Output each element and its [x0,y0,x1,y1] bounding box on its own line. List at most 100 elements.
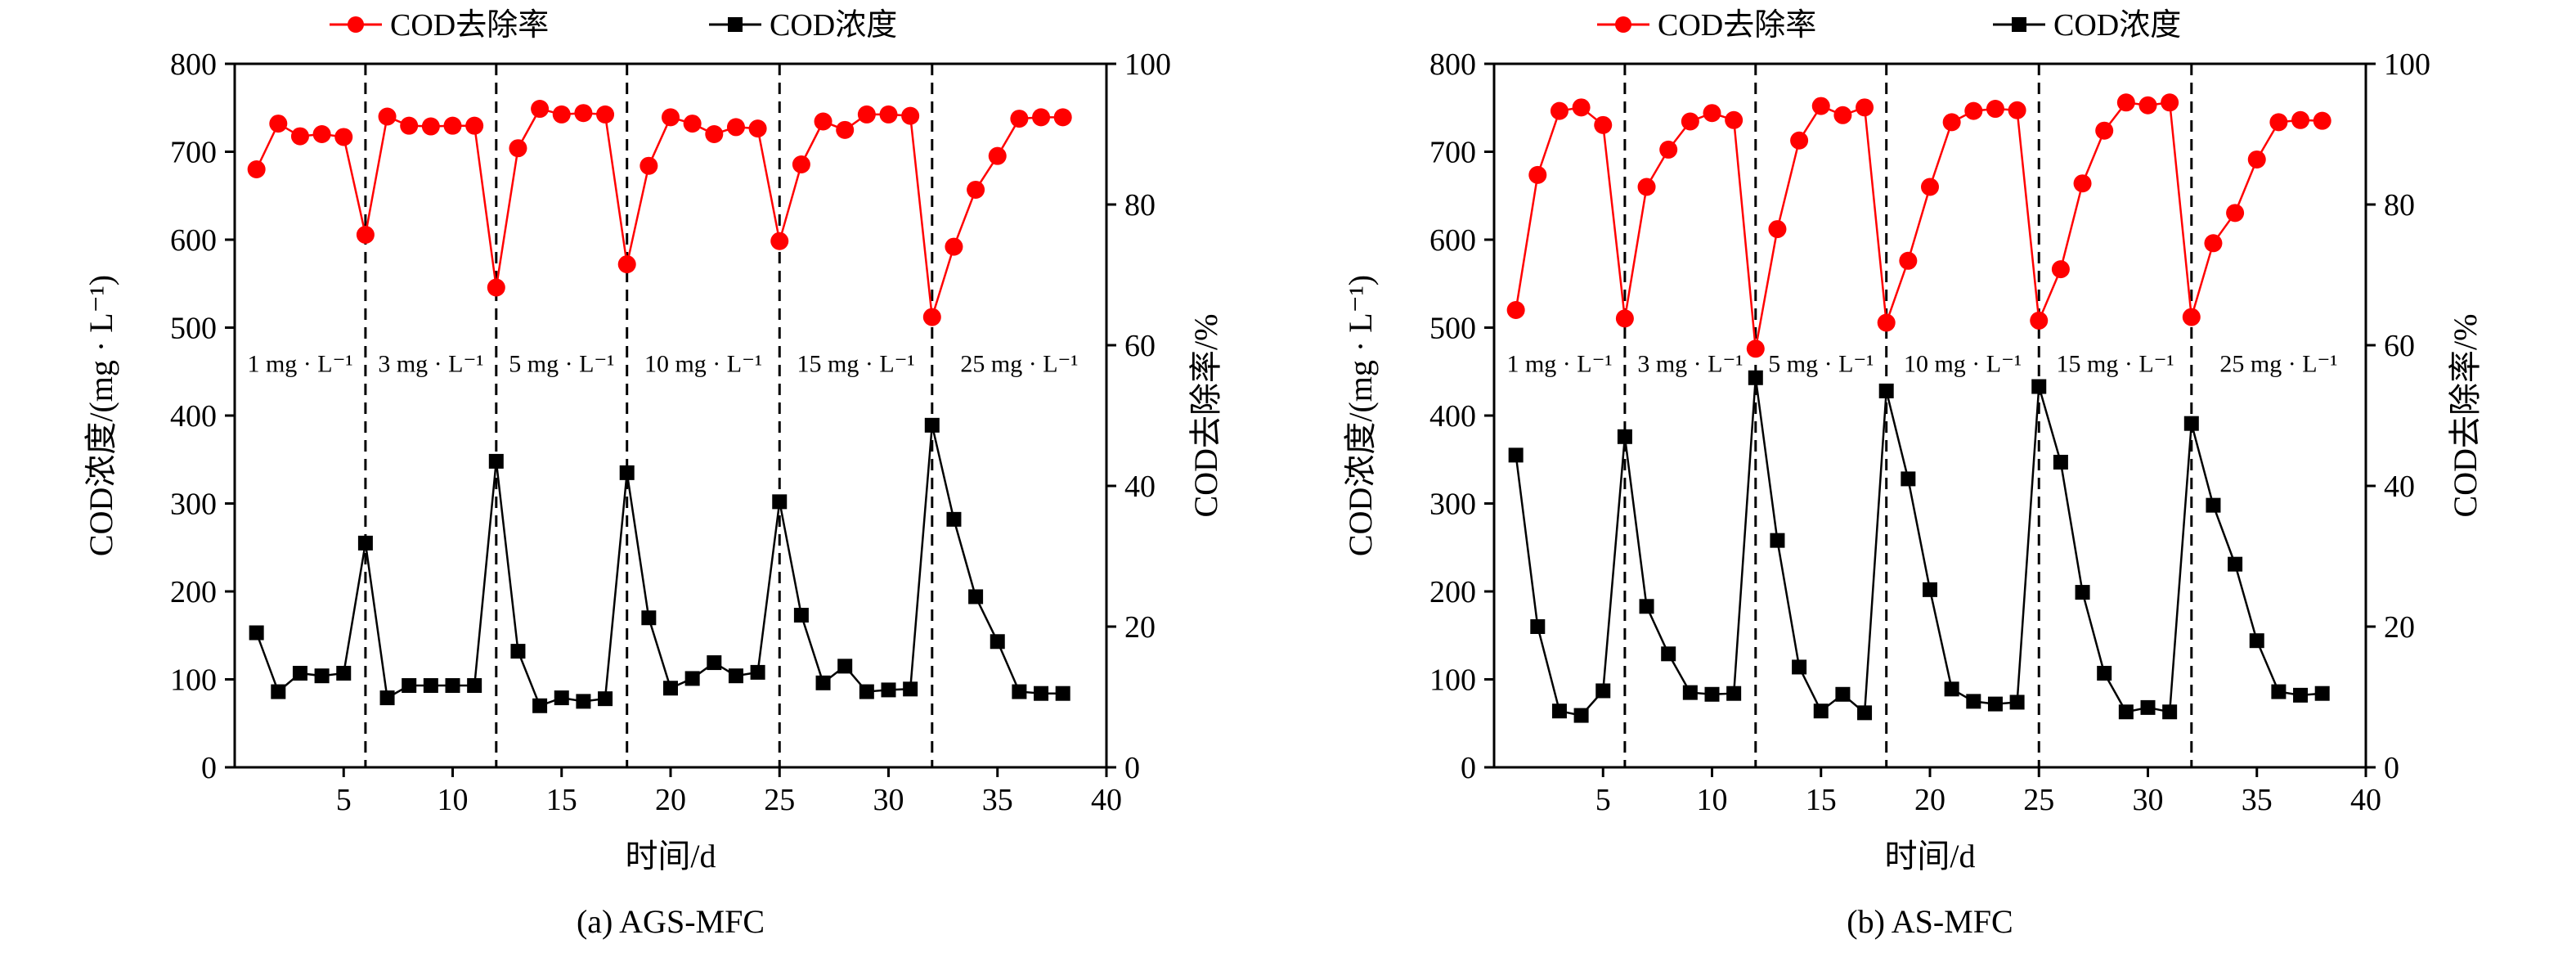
y-left-axis-title: COD浓度/(mg · L⁻¹) [83,275,119,556]
concentration-point [1726,686,1742,701]
removal-point [770,232,789,250]
removal-point [1032,108,1051,127]
concentration-point [1530,619,1546,634]
concentration-point [1966,694,1981,709]
concentration-series-line [255,425,1063,708]
removal-point [901,106,920,125]
y-left-tick-label: 800 [1429,47,1476,82]
removal-point [2226,204,2245,223]
phase-label: 15 mg · L⁻¹ [797,350,915,377]
removal-point [2051,260,2070,279]
concentration-point [1813,704,1829,719]
removal-point [465,116,484,135]
removal-point [748,119,767,138]
removal-point [1746,339,1765,358]
x-tick-label: 30 [2133,783,2164,817]
concentration-point [2249,633,2264,649]
removal-point [1615,309,1634,328]
concentration-point [402,678,417,694]
removal-point [1528,165,1547,184]
y-right-tick-label: 80 [2384,188,2415,223]
removal-point [1572,98,1591,117]
concentration-point [445,678,460,694]
x-axis-title: 时间/d [1884,838,1975,874]
concentration-point [946,511,962,527]
removal-point [1550,101,1568,120]
concentration-point [1901,471,1916,487]
concentration-point [1770,533,1785,548]
concentration-point [1551,704,1567,719]
concentration-point [1682,685,1698,700]
removal-point [922,308,941,326]
y-right-tick-label: 60 [1124,329,1156,363]
removal-point [2095,121,2114,140]
concentration-point [2118,704,2134,720]
chart-as-mfc: 1 mg · L⁻¹ 3 mg · L⁻¹ 5 mg · L⁻¹ 10 mg · L⁻… [1342,47,2484,940]
removal-point [1594,115,1613,134]
concentration-point [314,668,330,684]
concentration-point [467,678,482,694]
concentration-point [2183,416,2199,431]
concentration-point [2293,687,2309,703]
chart-caption: (a) AGS-MFC [577,903,765,940]
legend-b-removal-marker [1615,16,1631,33]
concentration-point [1835,686,1851,702]
concentration-point [1923,582,1937,597]
concentration-point [1573,708,1589,723]
x-tick-label: 15 [1806,783,1837,817]
concentration-point [357,535,373,551]
removal-series-line [255,107,1063,317]
concentration-point [1595,683,1611,699]
removal-point [792,155,810,173]
concentration-point [1055,686,1070,701]
phase-label: 5 mg · L⁻¹ [509,350,614,377]
concentration-point [1704,686,1720,702]
removal-point [421,117,440,136]
concentration-series-line [1515,377,2322,717]
concentration-point [619,465,635,480]
concentration-point [772,494,788,510]
removal-point [1506,301,1525,319]
y-right-tick-label: 100 [1124,47,1171,82]
x-tick-label: 15 [546,783,577,817]
concentration-point [815,675,831,690]
removal-point [967,180,985,199]
concentration-point [2009,695,2025,710]
y-left-tick-label: 300 [1429,488,1476,522]
y-left-tick-label: 500 [170,312,217,346]
concentration-point [837,659,853,674]
concentration-point [1944,681,1959,697]
x-tick-label: 30 [873,783,904,817]
removal-point [531,100,550,119]
removal-point [312,125,331,143]
removal-point [2138,96,2157,115]
removal-point [1986,100,2004,119]
removal-point [1659,140,1678,159]
legend-b: COD去除率 COD浓度 [1597,8,2181,43]
removal-point [2269,113,2288,132]
x-tick-label: 40 [2350,783,2381,817]
removal-point [836,120,855,139]
phase-label: 3 mg · L⁻¹ [1637,350,1743,377]
removal-point [1637,178,1656,196]
concentration-point [2075,585,2090,600]
removal-point [1703,104,1721,123]
y-right-tick-label: 0 [1124,751,1140,785]
concentration-point [903,681,918,697]
concentration-point [336,665,352,681]
removal-point [2182,308,2201,326]
concentration-point [2031,379,2047,394]
legend-a-concentration-label: COD浓度 [770,8,897,43]
concentration-point [554,690,569,706]
removal-point [1725,110,1744,129]
removal-series-line [1515,101,2322,349]
removal-point [290,127,309,146]
concentration-point [990,634,1005,650]
removal-point [726,118,745,137]
removal-point [1856,98,1874,117]
concentration-point [292,665,307,681]
x-tick-label: 35 [2242,783,2273,817]
y-left-tick-label: 200 [1429,575,1476,609]
concentration-point [1639,599,1654,614]
